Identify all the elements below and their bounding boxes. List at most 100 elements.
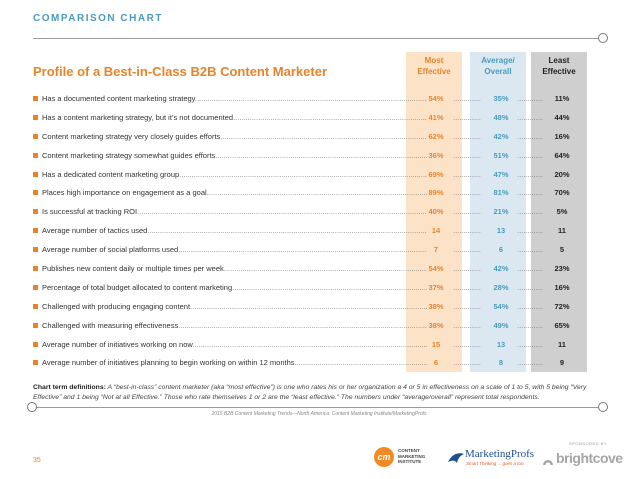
average-overall-value: 35% [493, 94, 509, 103]
average-column-bg [470, 52, 526, 372]
most-effective-value: 38% [428, 320, 444, 330]
bullet-square-icon [33, 171, 38, 177]
most-effective-value: 14 [431, 226, 441, 236]
chart-term-definitions: Chart term definitions: A “best-in-class… [33, 383, 598, 402]
average-overall-value: 47% [493, 169, 509, 179]
dot-leader: ........................................… [517, 188, 543, 198]
section-label: COMPARISON CHART [33, 13, 163, 24]
most-effective-value: 6 [433, 358, 439, 368]
dot-leader: ........................................… [453, 245, 481, 255]
most-effective-value: 40% [428, 207, 444, 217]
least-effective-value: 16% [554, 282, 570, 292]
corner-circle-bottom-right [598, 402, 608, 412]
row-label: Percentage of total budget allocated to … [42, 283, 427, 292]
row-label: Places high importance on engagement as … [42, 188, 427, 197]
row-label: Average number of social platforms used [42, 245, 427, 254]
least-effective-value: 72% [554, 301, 570, 311]
most-effective-value: 54% [428, 94, 444, 103]
table-row: Content marketing strategy somewhat guid… [33, 149, 578, 168]
row-label: Challenged with producing engaging conte… [42, 302, 427, 311]
least-effective-value: 5 [559, 245, 565, 255]
row-label: Is successful at tracking ROI [42, 207, 427, 216]
bullet-square-icon [33, 133, 38, 139]
table-row: Has a content marketing strategy, but it… [33, 111, 578, 130]
row-label: Publishes new content daily or multiple … [42, 264, 427, 273]
corner-circle-top-right [598, 33, 608, 43]
dot-leader: ........................................… [517, 131, 543, 141]
average-overall-value: 81% [493, 188, 509, 198]
bullet-square-icon [33, 190, 38, 196]
least-effective-value: 65% [554, 320, 570, 330]
definitions-text: A “best-in-class” content marketer (aka … [33, 384, 587, 401]
bullet-square-icon [33, 114, 38, 120]
bottom-divider [37, 407, 598, 408]
dot-leader: ........................................… [517, 150, 543, 160]
row-label: Content marketing strategy somewhat guid… [42, 151, 427, 160]
dot-leader: ........................................… [517, 339, 543, 349]
most-effective-value: 54% [428, 264, 444, 274]
row-label: Has a documented content marketing strat… [42, 94, 427, 103]
dot-leader: ........................................… [517, 282, 543, 292]
row-label: Average number of initiatives planning t… [42, 358, 427, 367]
sponsored-by-label: SPONSORED BY [569, 441, 608, 446]
average-overall-value: 13 [496, 339, 506, 349]
bullet-square-icon [33, 341, 38, 347]
most-effective-value: 41% [428, 112, 444, 122]
least-effective-value: 70% [554, 188, 570, 198]
most-effective-value: 62% [428, 131, 444, 141]
dot-leader: ........................................… [517, 94, 543, 103]
least-effective-value: 64% [554, 150, 570, 160]
dot-leader: ........................................… [453, 282, 481, 292]
marketingprofs-name: MarketingProfs [465, 448, 535, 460]
row-label: Challenged with measuring effectiveness [42, 321, 427, 330]
table-row: Has a dedicated content marketing group.… [33, 168, 578, 187]
least-effective-value: 9 [559, 358, 565, 368]
bullet-square-icon [33, 209, 38, 215]
average-overall-value: 8 [498, 358, 504, 368]
average-overall-value: 6 [498, 245, 504, 255]
table-row: Places high importance on engagement as … [33, 186, 578, 205]
row-label: Has a content marketing strategy, but it… [42, 113, 427, 122]
most-effective-value: 69% [428, 169, 444, 179]
dot-leader: ........................................… [453, 207, 481, 217]
average-overall-value: 42% [493, 131, 509, 141]
dot-leader: ........................................… [453, 94, 481, 103]
bullet-square-icon [33, 228, 38, 234]
bullet-square-icon [33, 303, 38, 309]
brightcove-mark-icon [543, 460, 553, 465]
average-overall-value: 48% [493, 112, 509, 122]
table-row: Percentage of total budget allocated to … [33, 281, 578, 300]
least-effective-header: Least Effective [542, 56, 576, 76]
table-row: Average number of initiatives planning t… [33, 356, 578, 375]
top-divider [33, 38, 599, 39]
cmi-mark: cm [374, 447, 394, 467]
table-row: Average number of initiatives working on… [33, 338, 578, 357]
table-row: Is successful at tracking ROI...........… [33, 205, 578, 224]
bullet-square-icon [33, 266, 38, 272]
average-overall-value: 49% [493, 320, 509, 330]
table-row: Average number of tactics used..........… [33, 224, 578, 243]
dot-leader: ........................................… [453, 358, 481, 368]
most-effective-value: 15 [431, 339, 441, 349]
dot-leader: ........................................… [453, 131, 481, 141]
dot-leader: ........................................… [453, 264, 481, 274]
dot-leader: ........................................… [517, 264, 543, 274]
dot-leader: ........................................… [453, 301, 481, 311]
average-overall-value: 51% [493, 150, 509, 160]
brightcove-wordmark: brightcove [556, 450, 623, 466]
dot-leader: ........................................… [453, 339, 481, 349]
most-effective-value: 36% [428, 150, 444, 160]
least-effective-value: 16% [554, 131, 570, 141]
cmi-wordmark: CONTENT MARKETING INSTITUTE [398, 448, 426, 464]
dot-leader: ........................................… [517, 245, 543, 255]
table-row: Challenged with measuring effectiveness.… [33, 319, 578, 338]
least-effective-column-bg [531, 52, 587, 372]
least-effective-value: 5% [556, 207, 568, 217]
dot-leader: ........................................… [453, 320, 481, 330]
row-label: Has a dedicated content marketing group [42, 170, 427, 179]
corner-circle-bottom-left [27, 402, 37, 412]
least-effective-value: 11% [554, 94, 570, 103]
dot-leader: ........................................… [517, 320, 543, 330]
dot-leader: ........................................… [453, 169, 481, 179]
least-effective-value: 44% [554, 112, 570, 122]
